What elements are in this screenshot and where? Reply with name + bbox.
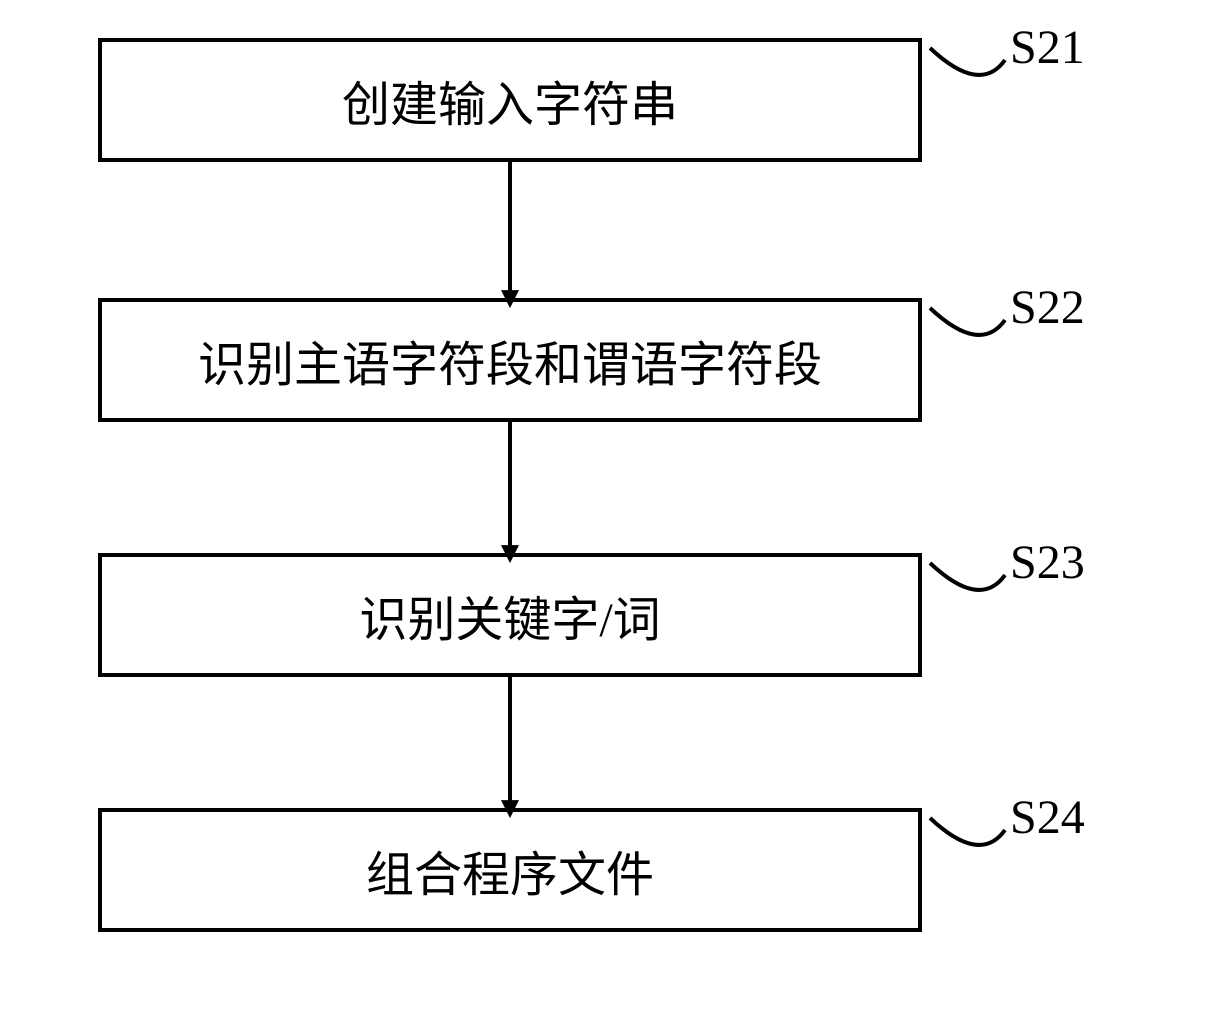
flowchart-label-s21: S21	[1010, 20, 1085, 75]
flowchart-node-s22: 识别主语字符段和谓语字符段	[100, 300, 920, 420]
flowchart-node-s21: 创建输入字符串	[100, 40, 920, 160]
flowchart-node-s24: 组合程序文件	[100, 810, 920, 930]
flowchart-label-s24: S24	[1010, 790, 1085, 845]
flowchart-canvas: 创建输入字符串 S21 识别主语字符段和谓语字符段 S22 识别关键字/词 S2…	[0, 0, 1221, 1015]
flowchart-label-s22: S22	[1010, 280, 1085, 335]
flowchart-node-s23: 识别关键字/词	[100, 555, 920, 675]
flowchart-node-s22-text: 识别主语字符段和谓语字符段	[198, 325, 822, 395]
flowchart-node-s21-text: 创建输入字符串	[342, 65, 678, 135]
flowchart-label-s23: S23	[1010, 535, 1085, 590]
flowchart-node-s23-text: 识别关键字/词	[359, 580, 660, 650]
flowchart-node-s24-text: 组合程序文件	[366, 835, 654, 905]
